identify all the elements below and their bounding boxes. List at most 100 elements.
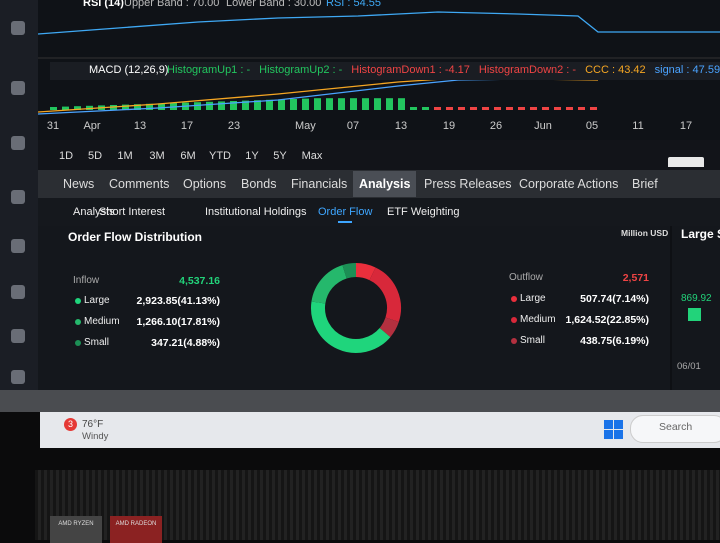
subtab[interactable]: Analysts: [73, 206, 115, 218]
histogram-bar: [206, 101, 213, 110]
donut-segment: [311, 301, 391, 353]
range-button[interactable]: 5Y: [273, 150, 287, 162]
sidebar-icon: [11, 329, 25, 343]
date-label: 23: [227, 120, 241, 132]
row-label: Medium: [84, 316, 120, 327]
histogram-bar: [302, 98, 309, 110]
side-bar: [688, 308, 701, 321]
histogram-bar: [194, 102, 201, 110]
macd-item: HistogramUp2 : -: [259, 64, 343, 76]
sidebar-icon: [11, 370, 25, 384]
row-label: Medium: [520, 314, 556, 325]
histogram-bar: [86, 105, 93, 110]
lower-strip: [0, 390, 720, 412]
weather-desc: Windy: [82, 431, 109, 442]
range-bar: [38, 140, 720, 170]
sidebar-icon: [11, 81, 25, 95]
macd-item: HistogramDown2 : -: [478, 64, 577, 76]
subtab-bar: [38, 198, 720, 226]
row-amount: 347.21: [151, 337, 184, 349]
histogram-bar: [74, 106, 81, 110]
histogram-bar: [158, 103, 165, 110]
sidebar-icon: [11, 190, 25, 204]
range-button[interactable]: 6M: [180, 150, 196, 162]
date-label: 31: [46, 120, 60, 132]
side-title: Large S: [681, 227, 720, 241]
histogram-bar: [122, 104, 129, 110]
sidebar-icon: [11, 21, 25, 35]
row-share: (17.81%): [177, 316, 220, 328]
histogram-bar: [362, 98, 369, 110]
date-label: Jun: [534, 120, 552, 132]
legend-dot: [75, 319, 81, 325]
collapse-button[interactable]: [668, 157, 704, 167]
histogram-bar: [554, 107, 561, 110]
outflow-total: 2,571: [622, 272, 649, 284]
histogram-bar: [338, 98, 345, 110]
panel: [38, 226, 720, 390]
histogram-bar: [314, 98, 321, 110]
histogram-bar: [326, 98, 333, 110]
subtab[interactable]: Order Flow: [318, 206, 373, 218]
tab[interactable]: Brief: [632, 177, 658, 191]
rsi-header-text: Lower Band : 30.00: [226, 0, 322, 9]
histogram-bar: [446, 107, 453, 110]
histogram-bar: [374, 98, 381, 110]
histogram-bar: [146, 103, 153, 110]
range-button[interactable]: Max: [301, 150, 323, 162]
date-label: 17: [679, 120, 693, 132]
sidebar-icon: [11, 239, 25, 253]
search-label[interactable]: Search: [659, 421, 693, 433]
macd-header-bg: [50, 62, 720, 80]
windows-logo[interactable]: [614, 420, 623, 429]
windows-logo[interactable]: [604, 430, 613, 439]
subtab[interactable]: ETF Weighting: [387, 206, 460, 218]
rsi-header-text: Upper Band : 70.00: [124, 0, 220, 9]
tab[interactable]: Bonds: [241, 177, 277, 191]
histogram-bar: [434, 107, 441, 110]
histogram-bar: [254, 100, 261, 110]
date-label: 13: [394, 120, 408, 132]
tab[interactable]: News: [63, 177, 95, 191]
windows-logo[interactable]: [604, 420, 613, 429]
macd-name: MACD (12,26,9): [89, 64, 169, 76]
sticker: AMD RADEON: [110, 516, 162, 543]
subtab[interactable]: Institutional Holdings: [205, 206, 307, 218]
histogram-bar: [410, 107, 417, 110]
side-divider: [670, 226, 672, 390]
badge: 3: [64, 418, 77, 431]
tab[interactable]: Financials: [291, 177, 348, 191]
row-share: (41.13%): [177, 295, 220, 307]
weather-temp: 76°F: [82, 419, 104, 430]
histogram-bar: [290, 99, 297, 110]
histogram-bar: [278, 99, 285, 110]
tab[interactable]: Press Releases: [424, 177, 512, 191]
row-amount: 1,624.52: [565, 314, 607, 326]
histogram-bar: [242, 100, 249, 110]
range-button[interactable]: 1Y: [245, 150, 259, 162]
date-label: 26: [489, 120, 503, 132]
range-button[interactable]: 1M: [117, 150, 133, 162]
histogram-bar: [470, 107, 477, 110]
tab[interactable]: Corporate Actions: [519, 177, 619, 191]
tab[interactable]: Options: [183, 177, 227, 191]
legend-dot: [75, 298, 81, 304]
range-button[interactable]: YTD: [209, 150, 231, 162]
tab[interactable]: Analysis: [353, 171, 417, 197]
range-button[interactable]: 1D: [58, 150, 74, 162]
tab[interactable]: Comments: [109, 177, 170, 191]
histogram-bar: [386, 98, 393, 110]
range-button[interactable]: 3M: [149, 150, 165, 162]
windows-logo[interactable]: [614, 430, 623, 439]
date-label: 07: [346, 120, 360, 132]
histogram-bar: [506, 107, 513, 110]
search-box[interactable]: [630, 415, 720, 443]
subtab[interactable]: Short Interest: [99, 206, 166, 218]
range-button[interactable]: 5D: [87, 150, 103, 162]
date-label: 05: [585, 120, 599, 132]
row-label: Small: [84, 337, 110, 348]
row-label: Large: [84, 295, 110, 306]
subtab-underline: [338, 221, 352, 223]
donut-segment: [311, 265, 348, 304]
date-label: Apr: [83, 120, 101, 132]
